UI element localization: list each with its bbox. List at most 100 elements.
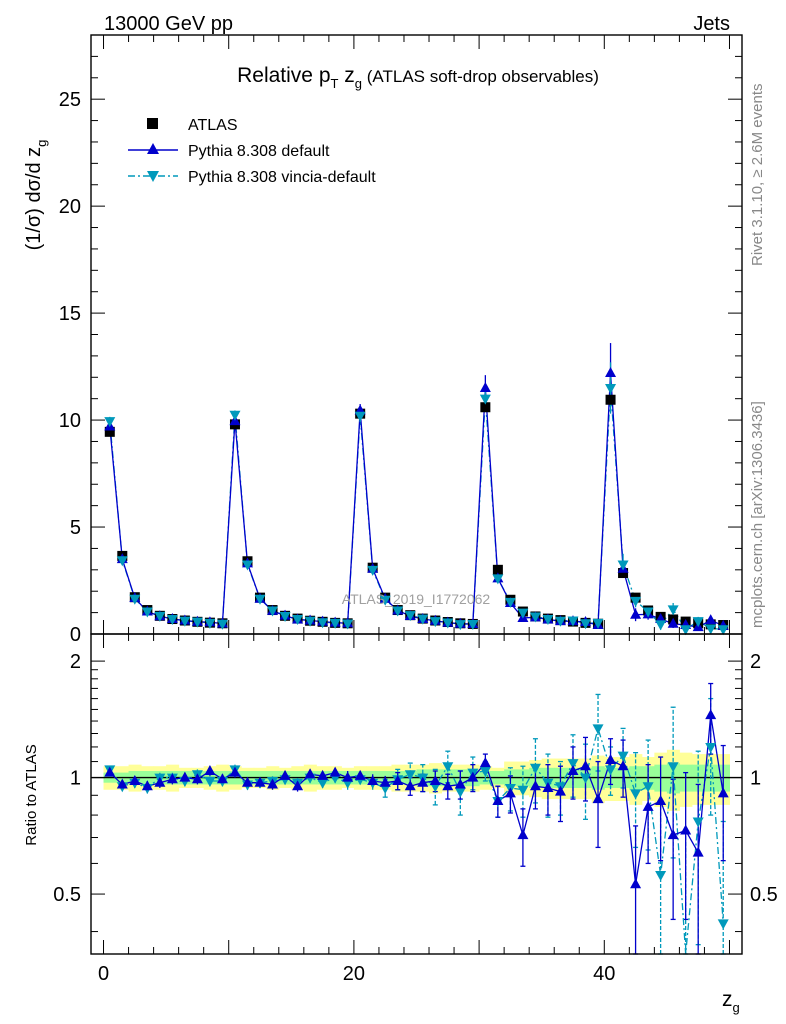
ratio-frame (90, 633, 743, 955)
ratio-vincia-point (617, 751, 629, 762)
ratio-default-point (504, 787, 516, 798)
default-point (667, 617, 679, 628)
ratio-default-point (517, 829, 529, 840)
ratio-default-point (467, 771, 479, 782)
x-tick-labels: 0 20 40 (98, 963, 615, 985)
ratio-default-point (655, 794, 667, 805)
vincia-point (529, 612, 541, 623)
ratio-y-tick-label: 1 (70, 768, 81, 790)
ratio-default-point (605, 754, 617, 765)
ratio-default-point (630, 878, 642, 889)
main-y-tick-label: 10 (59, 410, 81, 432)
legend-vincia-label: Pythia 8.308 vincia-default (188, 169, 376, 186)
ratio-y-tick-label: 0.5 (53, 884, 81, 906)
ratio-axes: 0.5 0.5 1 1 2 2 (53, 634, 778, 954)
ratio-default-point (617, 760, 629, 771)
atlas-point (480, 402, 491, 413)
x-axis-label: zg (722, 988, 740, 1015)
default-point (605, 367, 617, 378)
vincia-point (267, 606, 279, 617)
ratio-default-point (254, 776, 266, 787)
vincia-point (379, 595, 391, 606)
ratio-default-point (542, 781, 554, 792)
title-suffix: (ATLAS soft-drop observables) (362, 67, 599, 86)
ratio-y-tick-label-right: 1 (750, 768, 761, 790)
ratio-y-tick-label: 2 (70, 651, 81, 673)
ratio-vincia-point (630, 789, 642, 800)
ratio-default-point (705, 709, 717, 720)
main-y-tick-label: 25 (59, 89, 81, 111)
vincia-point (479, 394, 491, 405)
atlas-point (605, 394, 616, 405)
vincia-point (279, 612, 291, 623)
title-sub1: T (331, 76, 339, 91)
vincia-point (442, 618, 454, 629)
ratio-default-point (429, 774, 441, 785)
vincia-point (241, 560, 253, 571)
ratio-default-point (580, 760, 592, 771)
vincia-point (554, 616, 566, 627)
vincia-point (216, 619, 228, 630)
main-axes: 0 5 10 15 20 25 (59, 35, 742, 646)
ratio-vincia-point (692, 817, 704, 828)
vincia-point (492, 574, 504, 585)
ratio-default-point (317, 769, 329, 780)
vincia-point (504, 597, 516, 608)
ratio-vincia-point (529, 763, 541, 774)
ratio-default-point (667, 829, 679, 840)
ratio-default-point (104, 766, 116, 777)
ratio-default-point (342, 771, 354, 782)
ratio-default-point (292, 780, 304, 791)
vincia-point (467, 619, 479, 630)
vincia-point (617, 560, 629, 571)
ratio-vincia-point (517, 785, 529, 796)
main-y-tick-label: 0 (70, 624, 81, 646)
vincia-point (605, 383, 617, 394)
x-tick-label: 20 (343, 963, 365, 985)
vincia-point (104, 417, 116, 428)
vincia-point (154, 611, 166, 622)
vincia-point (292, 615, 304, 626)
ratio-default-point (367, 774, 379, 785)
legend-default-label: Pythia 8.308 default (188, 143, 330, 160)
mcplots-label: mcplots.cern.ch [arXiv:1306.3436] (749, 401, 766, 628)
legend-atlas-marker (147, 118, 158, 129)
ratio-vincia-point (580, 773, 592, 784)
rivet-label: Rivet 3.1.10, ≥ 2.6M events (749, 84, 766, 267)
ratio-vincia-point (479, 766, 491, 777)
ratio-default-point (154, 776, 166, 787)
ratio-default-point (129, 774, 141, 785)
legend-default-marker (147, 143, 159, 154)
ratio-vincia-point (655, 871, 667, 882)
vincia-point (304, 616, 316, 627)
vincia-point (254, 594, 266, 605)
default-point (705, 614, 717, 625)
ratio-default-point (404, 780, 416, 791)
ratio-series-layer (104, 682, 729, 955)
vincia-point (129, 594, 141, 605)
ratio-vincia-point (592, 724, 604, 735)
ratio-default-point (141, 780, 153, 791)
ratio-y-tick-label-right: 2 (750, 651, 761, 673)
ylabel-sub: g (34, 140, 49, 147)
ratio-vincia-point (717, 919, 729, 930)
ratio-default-point (554, 785, 566, 796)
default-point (479, 381, 491, 392)
ratio-default-point (392, 774, 404, 785)
ratio-ylabel: Ratio to ATLAS (23, 744, 40, 845)
main-panel: 0 5 10 15 20 25 (59, 34, 743, 646)
watermark: ATLAS_2019_I1772062 (342, 591, 491, 607)
ratio-default-point (204, 764, 216, 775)
ratio-default-point (454, 778, 466, 789)
vincia-point (342, 619, 354, 630)
default-point (630, 608, 642, 619)
ratio-vincia-point (204, 776, 216, 787)
ratio-default-point (329, 766, 341, 777)
ratio-default-point (179, 771, 191, 782)
main-y-tick-label: 15 (59, 303, 81, 325)
xlabel-main: z (722, 988, 733, 1011)
header-right: Jets (693, 13, 730, 35)
vincia-point (592, 618, 604, 629)
vincia-point (317, 618, 329, 629)
legend-vincia-marker (147, 171, 159, 182)
